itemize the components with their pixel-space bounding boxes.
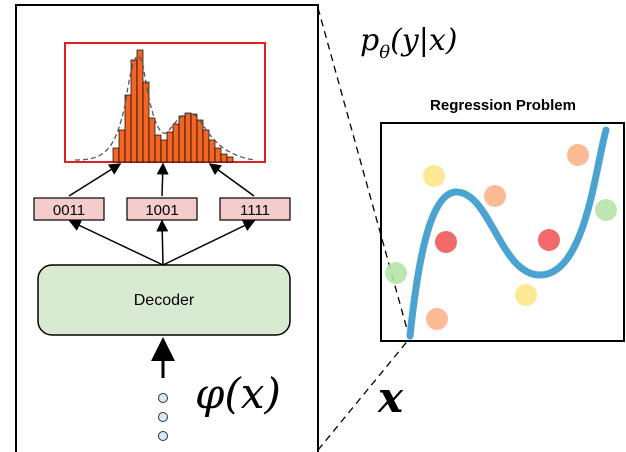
output-label: pθ(y|x)	[360, 23, 457, 63]
code-label: 0011	[53, 202, 85, 219]
histogram	[64, 42, 266, 163]
arrows	[68, 162, 256, 378]
decoder-label: Decoder	[134, 292, 195, 309]
model-panel	[15, 4, 319, 452]
code-label: 1001	[145, 202, 178, 219]
regression-box	[380, 122, 625, 342]
connector-lines	[317, 7, 411, 451]
output-base: p	[360, 23, 379, 58]
regression-points	[385, 144, 617, 330]
embedding-label: φ(x)	[195, 369, 281, 418]
regression-curve	[406, 126, 610, 340]
code-boxes	[33, 197, 291, 221]
regression-title: Regression Problem	[430, 97, 576, 114]
input-dots	[158, 393, 168, 441]
code-label: 1111	[240, 202, 270, 219]
output-args: (y|x)	[390, 23, 457, 58]
output-subscript: θ	[379, 42, 390, 63]
decoder-box	[37, 264, 291, 336]
input-label: x	[377, 373, 404, 422]
